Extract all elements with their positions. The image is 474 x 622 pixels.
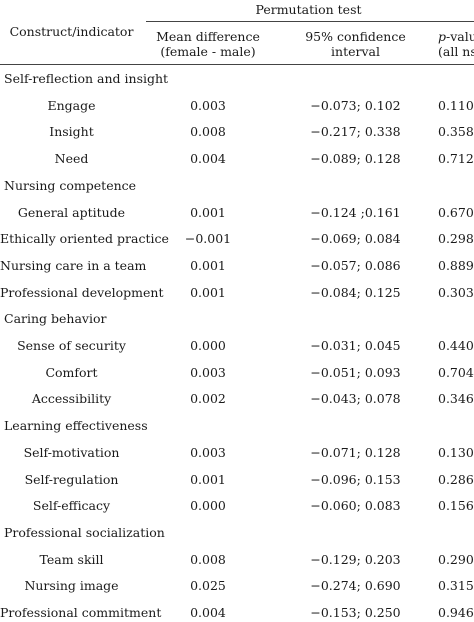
- indicator-cell: Sense of security: [17, 338, 126, 353]
- confidence-interval-cell: −0.031; 0.045: [310, 338, 401, 353]
- p-value-cell: 0.712: [438, 151, 474, 167]
- indicator-cell: Comfort: [45, 364, 98, 380]
- mean-difference-cell: 0.003: [190, 364, 226, 380]
- p-value-cell: 0.298: [438, 231, 474, 247]
- confidence-interval-cell: −0.124 ;0.161: [310, 204, 401, 220]
- mean-difference-cell: 0.001: [190, 204, 226, 220]
- p-value-cell: 0.946: [438, 605, 474, 620]
- confidence-interval-cell: −0.274; 0.690: [310, 578, 401, 594]
- mean-difference-cell: 0.000: [190, 498, 226, 514]
- mean-difference-cell: 0.003: [190, 97, 226, 113]
- ci-header-line2: interval: [331, 44, 380, 59]
- header-rule: [146, 21, 474, 22]
- indicator-cell: Self-regulation: [24, 471, 119, 487]
- indicator-cell: Professional commitment: [0, 605, 162, 620]
- construct-header: Construct/indicator: [9, 24, 134, 39]
- ci-header-line1: 95% confidence: [305, 29, 406, 44]
- indicator-cell: Accessibility: [31, 391, 112, 407]
- confidence-interval-cell: −0.057; 0.086: [310, 257, 401, 273]
- mean-difference-cell: 0.000: [190, 338, 226, 353]
- p-value-cell: 0.346: [438, 391, 474, 407]
- p-value-cell: 0.156: [438, 498, 474, 514]
- permutation-test-header: Permutation test: [255, 2, 362, 17]
- mean-difference-cell: 0.003: [190, 444, 226, 460]
- section-title: Caring behavior: [4, 311, 107, 327]
- indicator-cell: Self-motivation: [23, 444, 120, 460]
- p-value-header-line2: (all ns): [438, 44, 474, 59]
- mean-diff-header-line1: Mean difference: [156, 29, 260, 44]
- indicator-cell: Professional development: [0, 284, 164, 300]
- section-title: Self-reflection and insight: [4, 71, 169, 86]
- indicator-cell: Nursing care in a team: [0, 257, 147, 273]
- confidence-interval-cell: −0.060; 0.083: [310, 498, 401, 514]
- confidence-interval-cell: −0.129; 0.203: [310, 551, 401, 567]
- confidence-interval-cell: −0.051; 0.093: [310, 364, 401, 380]
- confidence-interval-cell: −0.084; 0.125: [310, 284, 401, 300]
- mean-difference-cell: 0.004: [190, 605, 226, 620]
- section-title: Professional socialization: [4, 524, 165, 540]
- confidence-interval-cell: −0.073; 0.102: [310, 97, 401, 113]
- confidence-interval-cell: −0.071; 0.128: [310, 444, 401, 460]
- section-title: Learning effectiveness: [4, 418, 148, 434]
- confidence-interval-cell: −0.217; 0.338: [310, 124, 401, 140]
- indicator-cell: Insight: [49, 124, 94, 140]
- section-title: Nursing competence: [4, 177, 137, 193]
- mean-difference-cell: 0.001: [190, 257, 226, 273]
- p-value-cell: 0.358: [438, 124, 474, 140]
- p-value-cell: 0.130: [438, 444, 474, 460]
- mean-difference-cell: 0.008: [190, 124, 226, 140]
- p-value-cell: 0.670: [438, 204, 474, 220]
- p-value-cell: 0.315: [438, 578, 474, 594]
- p-value-cell: 0.286: [438, 471, 474, 487]
- p-value-cell: 0.303: [438, 284, 474, 300]
- indicator-cell: Engage: [47, 97, 96, 113]
- indicator-cell: General aptitude: [17, 204, 126, 220]
- mean-difference-cell: 0.002: [190, 391, 226, 407]
- indicator-cell: Nursing image: [24, 578, 119, 594]
- p-value-cell: 0.889: [438, 257, 474, 273]
- mean-difference-cell: 0.025: [190, 578, 226, 594]
- mean-difference-cell: 0.004: [190, 151, 226, 167]
- confidence-interval-cell: −0.096; 0.153: [310, 471, 401, 487]
- mean-difference-cell: −0.001: [184, 231, 232, 247]
- confidence-interval-cell: −0.043; 0.078: [310, 391, 401, 407]
- confidence-interval-cell: −0.069; 0.084: [310, 231, 401, 247]
- mean-difference-cell: 0.001: [190, 471, 226, 487]
- p-value-cell: 0.704: [438, 364, 474, 380]
- p-value-cell: 0.290: [438, 551, 474, 567]
- mean-difference-cell: 0.008: [190, 551, 226, 567]
- indicator-cell: Ethically oriented practice: [0, 231, 169, 247]
- indicator-cell: Need: [54, 151, 89, 167]
- indicator-cell: Self-efficacy: [32, 498, 111, 514]
- mean-diff-header-line2: (female - male): [160, 44, 256, 59]
- p-value-cell: 0.440: [438, 338, 474, 353]
- header-bottom-rule: [0, 64, 474, 65]
- confidence-interval-cell: −0.153; 0.250: [310, 605, 401, 620]
- indicator-cell: Team skill: [39, 551, 104, 567]
- confidence-interval-cell: −0.089; 0.128: [310, 151, 401, 167]
- mean-difference-cell: 0.001: [190, 284, 226, 300]
- p-value-header-line1: p-value: [438, 29, 474, 44]
- p-value-cell: 0.110: [438, 97, 474, 113]
